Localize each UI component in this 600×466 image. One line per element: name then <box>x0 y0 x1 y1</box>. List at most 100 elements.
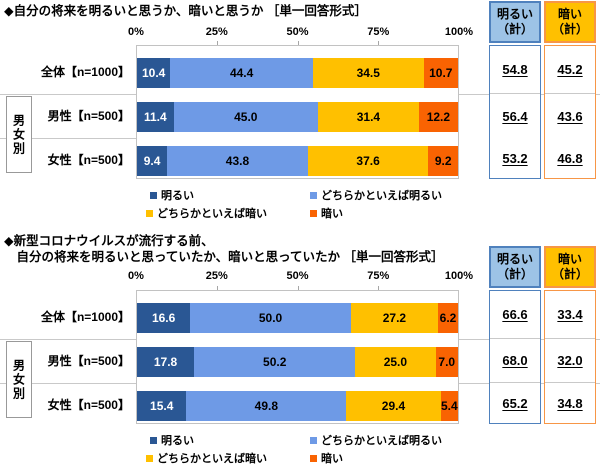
summary-cell: 54.8 <box>490 46 540 94</box>
bar-segment: 6.2 <box>438 303 458 333</box>
bar-row: 11.4 45.0 31.4 12.2 <box>137 102 458 132</box>
bar-segment: 11.4 <box>137 102 174 132</box>
legend-swatch-icon <box>310 209 317 217</box>
bar-segment: 27.2 <box>350 303 439 333</box>
summary-cell: 53.2 <box>490 138 540 178</box>
summary-value: 53.2 <box>502 150 528 166</box>
x-axis-tick-label: 50% <box>286 270 309 282</box>
summary-header: 暗い （計） <box>544 246 596 288</box>
legend-item: どちらかといえば暗い <box>146 450 267 466</box>
bar-segment: 49.8 <box>186 391 347 421</box>
legend-swatch-icon <box>310 454 317 462</box>
bar-segment: 15.4 <box>137 391 187 421</box>
legend-item: 明るい <box>150 187 194 203</box>
chart-title: ◆新型コロナウイルスが流行する前、 自分の将来を明るいと思っていたか、暗いと思っ… <box>4 233 443 265</box>
legend-swatch-icon <box>310 436 317 444</box>
x-axis-tick-label: 75% <box>367 270 390 282</box>
bar-row: 10.4 44.4 34.5 10.7 <box>137 58 458 88</box>
category-label: 全体【n=1000】 <box>40 65 130 79</box>
bar-segment: 10.4 <box>137 58 171 88</box>
summary-column: 45.2 43.6 46.8 <box>544 45 596 179</box>
summary-header-line: （計） <box>496 267 533 281</box>
bar-row: 17.8 50.2 25.0 7.0 <box>137 347 458 377</box>
group-label-box: 男女別 <box>6 341 32 418</box>
summary-cell: 46.8 <box>545 138 595 178</box>
axis-tick-mark <box>297 41 299 45</box>
summary-cell: 45.2 <box>545 46 595 94</box>
legend-label: どちらかといえば暗い <box>157 453 267 465</box>
axis-tick-mark <box>216 41 218 45</box>
chart-title: ◆自分の将来を明るいと思うか、暗いと思うか ［単一回答形式］ <box>4 3 367 19</box>
category-label: 女性【n=500】 <box>47 398 130 412</box>
legend-item: どちらかといえば明るい <box>310 432 442 448</box>
chart-title-line: ◆新型コロナウイルスが流行する前、 <box>4 234 214 248</box>
bar-segment: 12.2 <box>418 102 458 132</box>
bar-segment: 9.4 <box>137 146 168 176</box>
legend-item: 暗い <box>310 205 343 221</box>
x-axis-tick-label: 0% <box>128 270 144 282</box>
summary-cell: 68.0 <box>490 339 540 383</box>
summary-header: 暗い （計） <box>544 1 596 43</box>
summary-cell: 32.0 <box>545 339 595 383</box>
axis-tick-mark <box>378 286 380 290</box>
bar-segment: 44.4 <box>170 58 313 88</box>
summary-column: 33.4 32.0 34.8 <box>544 290 596 424</box>
legend-swatch-icon <box>150 191 157 199</box>
legend-item: どちらかといえば明るい <box>310 187 442 203</box>
legend-label: 明るい <box>161 190 194 202</box>
category-label: 男性【n=500】 <box>47 109 130 123</box>
x-axis-tick-label: 50% <box>286 26 309 38</box>
summary-value: 32.0 <box>557 353 583 368</box>
legend-item: どちらかといえば暗い <box>146 205 267 221</box>
x-axis-tick-label: 75% <box>367 26 390 38</box>
summary-value: 33.4 <box>557 307 583 322</box>
summary-value: 54.8 <box>502 62 528 77</box>
plot-area: 16.6 50.0 27.2 6.2 17.8 50.2 25.0 7.0 15.4 49.8 29… <box>136 286 459 424</box>
bar-segment: 17.8 <box>137 347 195 377</box>
summary-column: 66.6 68.0 65.2 <box>489 290 541 424</box>
summary-value: 46.8 <box>557 150 583 166</box>
bar-segment: 37.6 <box>307 146 429 176</box>
bar-segment: 9.2 <box>428 146 458 176</box>
summary-header-line: 暗い <box>557 252 582 266</box>
summary-cell: 34.8 <box>545 383 595 423</box>
bar-row: 15.4 49.8 29.4 5.4 <box>137 391 458 421</box>
summary-header: 明るい （計） <box>489 1 541 43</box>
legend-swatch-icon <box>146 454 153 462</box>
bar-segment: 5.4 <box>440 391 458 421</box>
legend-label: 明るい <box>161 435 194 447</box>
legend-item: 暗い <box>310 450 343 466</box>
summary-header-line: 明るい <box>496 252 533 266</box>
summary-header: 明るい （計） <box>489 246 541 288</box>
legend-label: 暗い <box>321 208 343 220</box>
bar-row: 9.4 43.8 37.6 9.2 <box>137 146 458 176</box>
legend-swatch-icon <box>310 191 317 199</box>
axis-tick-mark <box>297 286 299 290</box>
bar-segment: 29.4 <box>346 391 441 421</box>
bar-segment: 7.0 <box>435 347 458 377</box>
bar-segment: 43.8 <box>167 146 308 176</box>
summary-header-line: （計） <box>551 267 588 281</box>
x-axis-tick-label: 25% <box>205 270 228 282</box>
summary-value: 34.8 <box>557 395 583 411</box>
x-axis-tick-label: 0% <box>128 26 144 38</box>
category-label: 全体【n=1000】 <box>40 310 130 324</box>
bar-segment: 45.0 <box>173 102 319 132</box>
bar-segment: 16.6 <box>137 303 191 333</box>
chart-title-line: 自分の将来を明るいと思っていたか、暗いと思っていたか ［単一回答形式］ <box>4 250 444 264</box>
plot-area: 10.4 44.4 34.5 10.7 11.4 45.0 31.4 12.2 9.4 43.8 3… <box>136 41 459 179</box>
legend-item: 明るい <box>150 432 194 448</box>
summary-header-line: 暗い <box>557 7 582 21</box>
category-label: 男性【n=500】 <box>47 354 130 368</box>
summary-header-line: （計） <box>551 22 588 36</box>
summary-cell: 65.2 <box>490 383 540 423</box>
group-label-box: 男女別 <box>6 96 32 173</box>
axis-tick-mark <box>378 41 380 45</box>
summary-value: 65.2 <box>502 395 528 411</box>
summary-column: 54.8 56.4 53.2 <box>489 45 541 179</box>
chart-title-line: ◆自分の将来を明るいと思うか、暗いと思うか ［単一回答形式］ <box>4 4 367 18</box>
summary-cell: 66.6 <box>490 291 540 339</box>
summary-value: 45.2 <box>557 62 583 77</box>
chart-future-outlook-current: ◆自分の将来を明るいと思うか、暗いと思うか ［単一回答形式］ 0% 25% 50% 75… <box>0 0 600 228</box>
